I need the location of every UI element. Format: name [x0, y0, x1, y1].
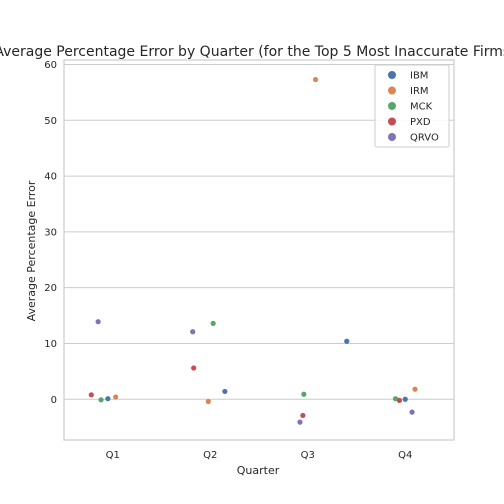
y-tick-label: 20 [44, 283, 57, 294]
plot-frame [63, 59, 455, 441]
data-point-mck-q1 [98, 397, 104, 403]
legend-marker-irm [388, 86, 396, 95]
data-points [88, 76, 418, 425]
y-tick-label: 60 [44, 60, 57, 71]
data-point-ibm-q1 [105, 396, 111, 402]
y-axis-label: Average Percentage Error [25, 180, 38, 321]
legend-label-mck: MCK [410, 102, 433, 113]
x-tick-label: Q1 [106, 450, 120, 461]
data-point-qrvo-q4 [409, 409, 415, 415]
legend-box [374, 64, 450, 148]
legend-marker-mck [388, 102, 396, 110]
chart-title: Average Percentage Error by Quarter (for… [0, 44, 504, 60]
x-tick-label: Q4 [398, 450, 412, 461]
y-tick-label: 40 [44, 172, 57, 183]
legend: IBM IRM MCK PXD QRVO [374, 64, 450, 148]
data-point-pxd-q3 [300, 412, 306, 419]
data-point-pxd-q2 [191, 365, 197, 371]
y-tick-label: 10 [44, 339, 57, 350]
data-point-irm-q2 [205, 398, 211, 405]
legend-marker-pxd [388, 117, 396, 126]
data-point-qrvo-q3 [297, 419, 303, 425]
x-tick-label: Q2 [203, 450, 217, 461]
data-point-mck-q3 [301, 391, 307, 397]
data-point-qrvo-q1 [95, 319, 101, 325]
x-axis-label: Quarter [237, 464, 280, 477]
data-point-pxd-q1 [88, 392, 94, 398]
y-tick-label: 50 [44, 116, 57, 127]
legend-label-ibm: IBM [410, 71, 428, 82]
data-point-ibm-q2 [222, 388, 228, 395]
data-point-irm-q1 [113, 394, 119, 400]
y-axis-ticks: 0 10 20 30 40 50 60 [44, 60, 57, 406]
y-tick-label: 0 [51, 395, 57, 406]
x-tick-label: Q3 [301, 450, 315, 461]
data-point-qrvo-q2 [190, 329, 196, 335]
data-point-pxd-q4 [396, 397, 402, 403]
data-point-irm-q4 [412, 386, 418, 392]
data-point-mck-q4 [392, 396, 399, 402]
legend-label-pxd: PXD [410, 117, 431, 128]
legend-marker-ibm [388, 71, 396, 79]
data-point-irm-q3 [312, 76, 319, 83]
legend-label-qrvo: QRVO [410, 133, 439, 144]
legend-label-irm: IRM [410, 86, 429, 97]
x-axis-ticks: Q1 Q2 Q3 Q4 [106, 450, 413, 461]
data-point-ibm-q4 [402, 396, 408, 402]
y-tick-label: 30 [44, 227, 57, 238]
legend-marker-qrvo [388, 133, 396, 141]
data-point-ibm-q3 [344, 338, 350, 344]
data-point-mck-q2 [210, 320, 216, 326]
